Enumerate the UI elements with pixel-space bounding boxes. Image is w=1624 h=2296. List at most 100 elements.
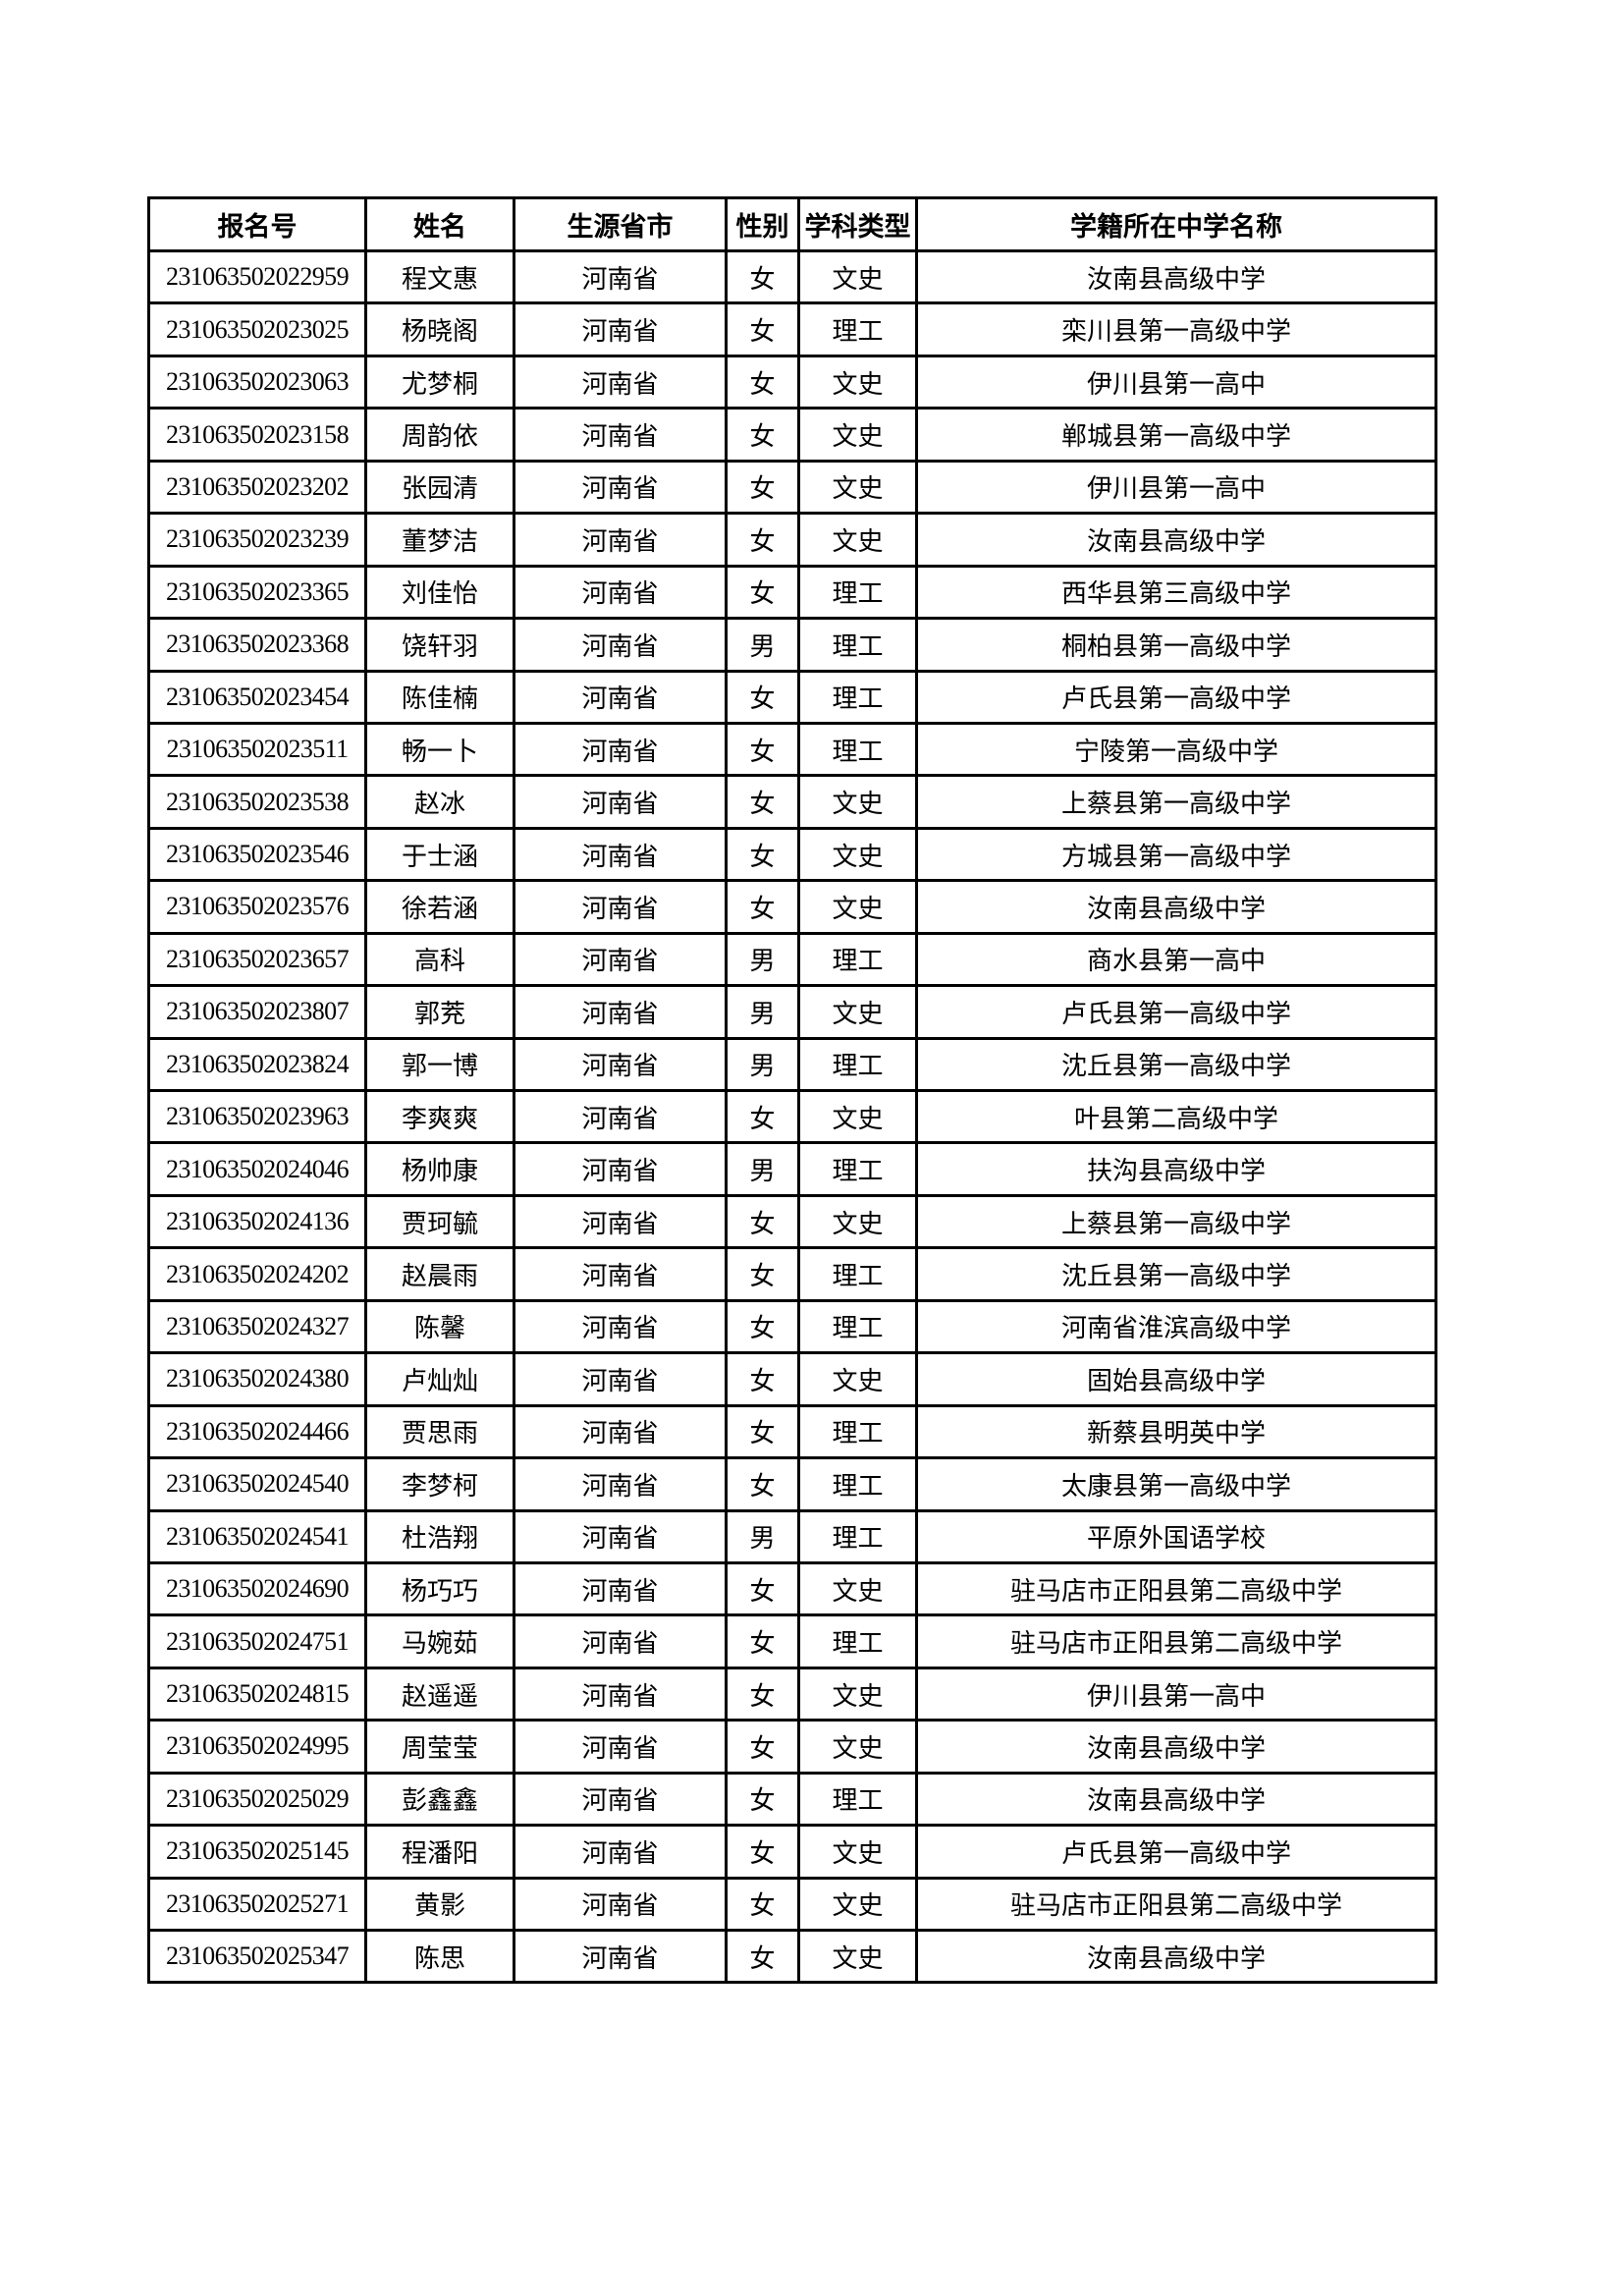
header-subject-type: 学科类型 — [797, 196, 918, 252]
cell-registration-number: 231063502024202 — [147, 1246, 367, 1302]
cell-subject-type: 理工 — [797, 1036, 918, 1093]
cell-school-name: 伊川县第一高中 — [915, 459, 1437, 516]
cell-gender: 女 — [725, 1824, 800, 1880]
cell-registration-number: 231063502023824 — [147, 1036, 367, 1093]
cell-registration-number: 231063502023657 — [147, 931, 367, 988]
cell-school-name: 平原外国语学校 — [915, 1508, 1437, 1564]
cell-student-name: 郭一博 — [364, 1036, 515, 1093]
cell-registration-number: 231063502023368 — [147, 617, 367, 673]
cell-registration-number: 231063502023454 — [147, 669, 367, 725]
cell-gender: 女 — [725, 1246, 800, 1302]
cell-school-name: 栾川县第一高级中学 — [915, 301, 1437, 357]
cell-subject-type: 理工 — [797, 721, 918, 778]
header-registration-number: 报名号 — [147, 196, 367, 252]
cell-student-name: 张园清 — [364, 459, 515, 516]
cell-origin-province: 河南省 — [513, 1560, 728, 1617]
cell-school-name: 汝南县高级中学 — [915, 1719, 1437, 1775]
cell-origin-province: 河南省 — [513, 1508, 728, 1564]
cell-registration-number: 231063502023239 — [147, 512, 367, 568]
table-row: 231063502023538 赵冰 河南省女文史 上蔡县第一高级中学 — [147, 774, 1437, 830]
cell-origin-province: 河南省 — [513, 1928, 728, 1985]
cell-registration-number: 231063502023576 — [147, 879, 367, 935]
table-row: 231063502025145 程潘阳 河南省女文史 卢氏县第一高级中学 — [147, 1824, 1437, 1880]
table-row: 231063502023576 徐若涵 河南省女文史 汝南县高级中学 — [147, 879, 1437, 935]
cell-school-name: 西华县第三高级中学 — [915, 564, 1437, 621]
table-row: 231063502023365 刘佳怡 河南省女理工 西华县第三高级中学 — [147, 564, 1437, 621]
cell-gender: 女 — [725, 1403, 800, 1460]
table-row: 231063502023368 饶轩羽 河南省男理工 桐柏县第一高级中学 — [147, 617, 1437, 673]
cell-origin-province: 河南省 — [513, 1351, 728, 1407]
cell-gender: 女 — [725, 721, 800, 778]
cell-registration-number: 231063502024690 — [147, 1560, 367, 1617]
cell-student-name: 尤梦桐 — [364, 354, 515, 410]
cell-gender: 男 — [725, 1508, 800, 1564]
cell-school-name: 卢氏县第一高级中学 — [915, 669, 1437, 725]
cell-subject-type: 理工 — [797, 1298, 918, 1355]
cell-student-name: 畅一卜 — [364, 721, 515, 778]
cell-school-name: 上蔡县第一高级中学 — [915, 774, 1437, 830]
cell-origin-province: 河南省 — [513, 1719, 728, 1775]
cell-origin-province: 河南省 — [513, 1613, 728, 1669]
cell-origin-province: 河南省 — [513, 1456, 728, 1512]
cell-registration-number: 231063502024751 — [147, 1613, 367, 1669]
cell-subject-type: 文史 — [797, 774, 918, 830]
cell-origin-province: 河南省 — [513, 826, 728, 883]
cell-origin-province: 河南省 — [513, 1666, 728, 1722]
cell-subject-type: 文史 — [797, 1088, 918, 1145]
cell-subject-type: 文史 — [797, 407, 918, 463]
cell-gender: 女 — [725, 1876, 800, 1933]
cell-registration-number: 231063502025271 — [147, 1876, 367, 1933]
cell-subject-type: 理工 — [797, 1141, 918, 1197]
cell-subject-type: 理工 — [797, 1456, 918, 1512]
table-row: 231063502023158 周韵依 河南省女文史 郸城县第一高级中学 — [147, 407, 1437, 463]
table-row: 231063502023546 于士涵 河南省女文史 方城县第一高级中学 — [147, 826, 1437, 883]
cell-student-name: 卢灿灿 — [364, 1351, 515, 1407]
header-origin-province: 生源省市 — [513, 196, 728, 252]
cell-gender: 女 — [725, 826, 800, 883]
cell-subject-type: 理工 — [797, 301, 918, 357]
cell-school-name: 郸城县第一高级中学 — [915, 407, 1437, 463]
cell-school-name: 驻马店市正阳县第二高级中学 — [915, 1876, 1437, 1933]
cell-registration-number: 231063502024540 — [147, 1456, 367, 1512]
cell-gender: 女 — [725, 1298, 800, 1355]
cell-gender: 女 — [725, 301, 800, 357]
cell-gender: 女 — [725, 564, 800, 621]
cell-school-name: 汝南县高级中学 — [915, 879, 1437, 935]
table-row: 231063502023063 尤梦桐 河南省女文史 伊川县第一高中 — [147, 354, 1437, 410]
header-row: 报名号 姓名 生源省市 性别 学科类型 学籍所在中学名称 — [147, 196, 1437, 252]
cell-gender: 女 — [725, 512, 800, 568]
cell-gender: 男 — [725, 984, 800, 1040]
cell-gender: 男 — [725, 931, 800, 988]
cell-gender: 女 — [725, 1560, 800, 1617]
cell-school-name: 驻马店市正阳县第二高级中学 — [915, 1560, 1437, 1617]
cell-student-name: 于士涵 — [364, 826, 515, 883]
table-body: 231063502022959 程文惠 河南省女文史 汝南县高级中学 231063502… — [147, 248, 1437, 1985]
cell-student-name: 李梦柯 — [364, 1456, 515, 1512]
cell-gender: 女 — [725, 669, 800, 725]
cell-student-name: 徐若涵 — [364, 879, 515, 935]
cell-gender: 女 — [725, 1456, 800, 1512]
cell-origin-province: 河南省 — [513, 984, 728, 1040]
cell-school-name: 伊川县第一高中 — [915, 1666, 1437, 1722]
cell-school-name: 固始县高级中学 — [915, 1351, 1437, 1407]
table-row: 231063502024541 杜浩翔 河南省男理工 平原外国语学校 — [147, 1508, 1437, 1564]
cell-origin-province: 河南省 — [513, 1403, 728, 1460]
cell-subject-type: 文史 — [797, 1928, 918, 1985]
cell-subject-type: 理工 — [797, 931, 918, 988]
header-name: 姓名 — [364, 196, 515, 252]
cell-school-name: 上蔡县第一高级中学 — [915, 1193, 1437, 1250]
cell-school-name: 宁陵第一高级中学 — [915, 721, 1437, 778]
cell-school-name: 桐柏县第一高级中学 — [915, 617, 1437, 673]
cell-subject-type: 文史 — [797, 826, 918, 883]
cell-registration-number: 231063502022959 — [147, 248, 367, 305]
cell-origin-province: 河南省 — [513, 879, 728, 935]
cell-subject-type: 理工 — [797, 1508, 918, 1564]
cell-registration-number: 231063502024815 — [147, 1666, 367, 1722]
cell-origin-province: 河南省 — [513, 1088, 728, 1145]
cell-school-name: 沈丘县第一高级中学 — [915, 1036, 1437, 1093]
cell-student-name: 彭鑫鑫 — [364, 1771, 515, 1828]
cell-gender: 女 — [725, 1666, 800, 1722]
cell-gender: 女 — [725, 879, 800, 935]
cell-gender: 女 — [725, 1719, 800, 1775]
cell-gender: 女 — [725, 1088, 800, 1145]
